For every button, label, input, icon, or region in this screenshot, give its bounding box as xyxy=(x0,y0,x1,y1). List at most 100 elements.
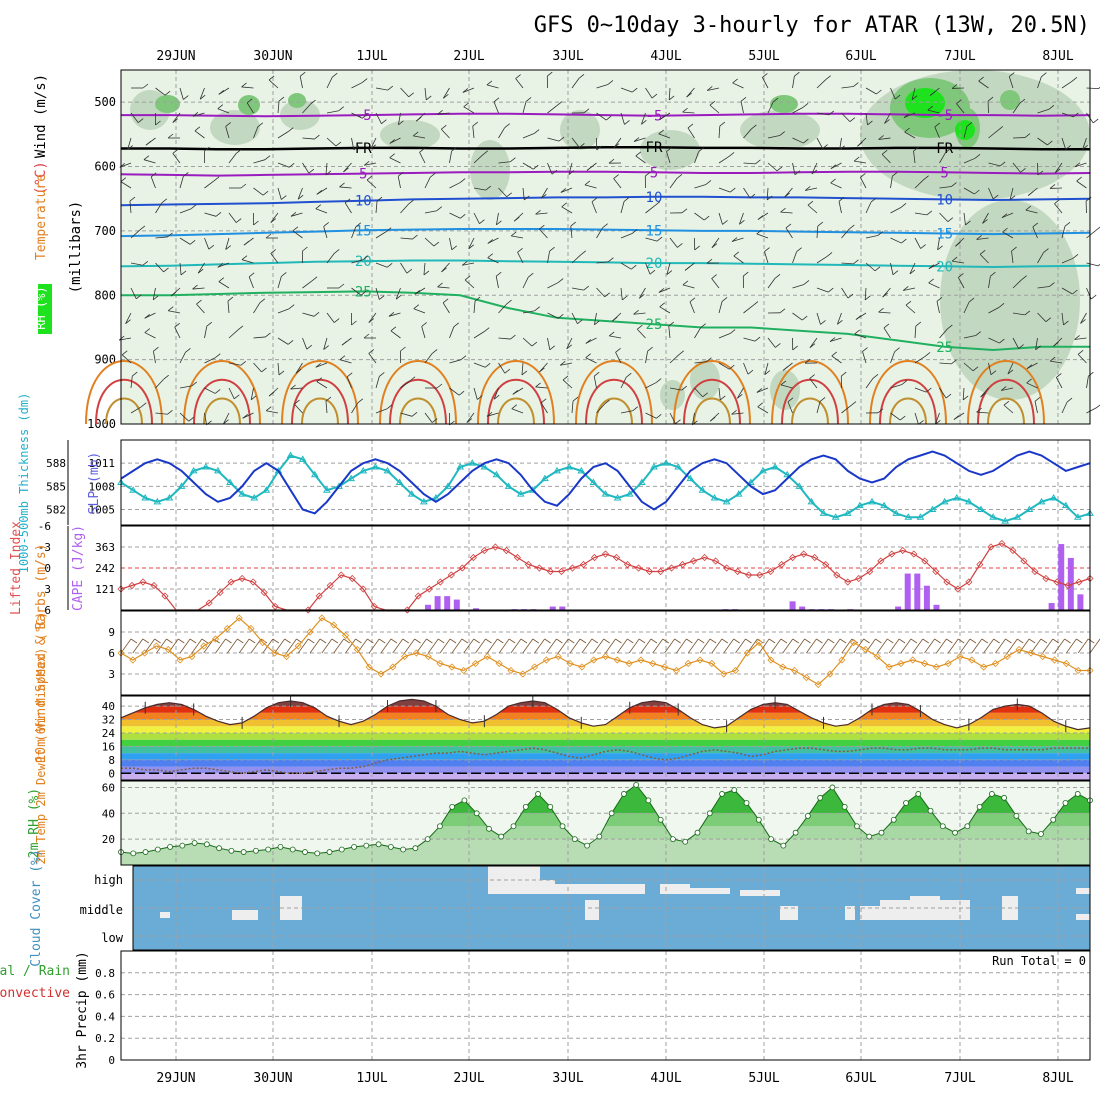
cloud-block xyxy=(880,900,910,920)
li-marker xyxy=(822,560,830,569)
wind-barb xyxy=(194,130,205,139)
rh2m-marker xyxy=(755,816,762,823)
wind-barb-flag xyxy=(118,335,125,341)
wind-barb xyxy=(253,159,266,164)
rh2m-marker xyxy=(976,803,983,810)
wind-barb-flag xyxy=(1098,86,1100,89)
wind-barb xyxy=(766,187,769,200)
wind-barb-flag xyxy=(442,298,449,304)
wind-barb-flag xyxy=(218,277,225,282)
wind-barb-flag xyxy=(584,180,591,186)
precip-tick: 0.6 xyxy=(95,989,115,1002)
wind-barb xyxy=(860,177,867,189)
slp-marker xyxy=(1074,513,1082,520)
li-marker xyxy=(216,588,224,597)
wind-barb xyxy=(1086,230,1097,239)
wind-barb xyxy=(268,79,279,89)
wind-barb xyxy=(155,378,164,389)
wind-barb-flag xyxy=(386,404,393,410)
li-tick: 6 xyxy=(44,604,51,617)
wind-barb-flag xyxy=(570,221,576,227)
surface-wind-barb xyxy=(333,638,345,654)
wind-barb-flag xyxy=(174,322,180,328)
wind-barb-flag xyxy=(558,313,564,319)
wind-barb-flag xyxy=(732,78,738,84)
wind-barb-flag xyxy=(292,226,299,232)
low-level-isotherm xyxy=(487,378,545,425)
wind-barb-flag xyxy=(493,394,500,400)
wind-barb-flag xyxy=(443,93,449,99)
wind-barb xyxy=(351,137,355,150)
li-marker xyxy=(954,585,962,593)
wind-barb xyxy=(192,287,205,290)
wind-barb-flag xyxy=(464,275,471,281)
isotherm-label: 20 xyxy=(355,254,372,270)
wind-barb-flag xyxy=(363,333,370,339)
rh2m-marker xyxy=(547,803,554,810)
wind-barb-flag xyxy=(1024,133,1031,138)
wind-barb xyxy=(645,87,653,99)
low-level-isotherm xyxy=(683,378,741,425)
slp-marker xyxy=(419,497,428,505)
wind-barb-flag xyxy=(728,152,735,157)
surface-wind-barb-flag xyxy=(178,638,185,644)
wind-barb-flag xyxy=(355,222,362,228)
wind-barb xyxy=(865,201,872,214)
date-label-bottom: 4JUL xyxy=(650,1071,681,1086)
thickness-tick: 582 xyxy=(46,504,66,517)
wind-barb xyxy=(370,137,377,149)
thickness-tick: 588 xyxy=(46,457,66,470)
wind-barb xyxy=(811,162,818,175)
li-marker xyxy=(866,567,874,576)
rh2m-marker xyxy=(903,800,909,806)
precip-legend-convective: Convective xyxy=(0,986,70,1001)
date-label-top: 6JUL xyxy=(845,49,876,64)
wind-barb xyxy=(277,337,289,345)
wind-barb xyxy=(841,405,852,414)
surface-wind-barb-flag xyxy=(615,638,622,644)
wind-barb-flag xyxy=(390,326,397,332)
low-level-isotherm xyxy=(781,378,839,425)
cape-bar xyxy=(549,606,556,610)
wind-barb xyxy=(522,162,534,170)
surface-wind-barb xyxy=(640,638,652,654)
wind-barb xyxy=(620,287,623,300)
wind-barb-flag xyxy=(951,182,957,187)
rh-region xyxy=(380,120,440,150)
wind-barb xyxy=(1002,231,1014,239)
wind-barb-flag xyxy=(189,240,196,245)
rh-region xyxy=(940,200,1080,400)
surface-wind-barb xyxy=(687,638,699,654)
wind-barb-flag xyxy=(362,255,369,261)
wind-barb xyxy=(913,151,916,164)
wind-barb-flag xyxy=(278,370,285,376)
wind-barb-flag xyxy=(1066,397,1073,403)
wind-barb xyxy=(979,254,989,264)
wind-barb-flag xyxy=(155,120,161,126)
wind-barb-flag xyxy=(426,95,432,101)
rh2m-marker xyxy=(314,850,321,857)
wind-barb xyxy=(246,102,254,114)
li-marker xyxy=(359,585,367,593)
wind-barb-flag xyxy=(820,320,826,325)
wind-barb xyxy=(1061,80,1073,89)
rh-region-moist xyxy=(155,95,180,113)
wind-barb xyxy=(437,286,450,289)
wind-barb xyxy=(792,162,796,175)
slp-marker xyxy=(262,486,271,493)
surface-wind-barb xyxy=(628,638,640,654)
wind-barb-flag xyxy=(805,186,811,191)
wind-barb-flag xyxy=(496,220,502,226)
surface-wind-barb xyxy=(664,638,675,654)
wind-barb-flag xyxy=(487,253,493,259)
wind-barb-flag xyxy=(1035,345,1041,351)
wind-barb-flag xyxy=(829,337,836,342)
axis-label: 3hr Precip (mm) xyxy=(75,951,90,1068)
cloud-block xyxy=(940,900,970,920)
cloud-block xyxy=(740,890,780,896)
low-level-isotherm xyxy=(879,378,937,425)
wind-barb-flag xyxy=(408,92,414,98)
surface-wind-barb xyxy=(947,638,959,654)
wind-barb-flag xyxy=(809,374,815,379)
surface-wind-barb-flag xyxy=(426,638,433,644)
